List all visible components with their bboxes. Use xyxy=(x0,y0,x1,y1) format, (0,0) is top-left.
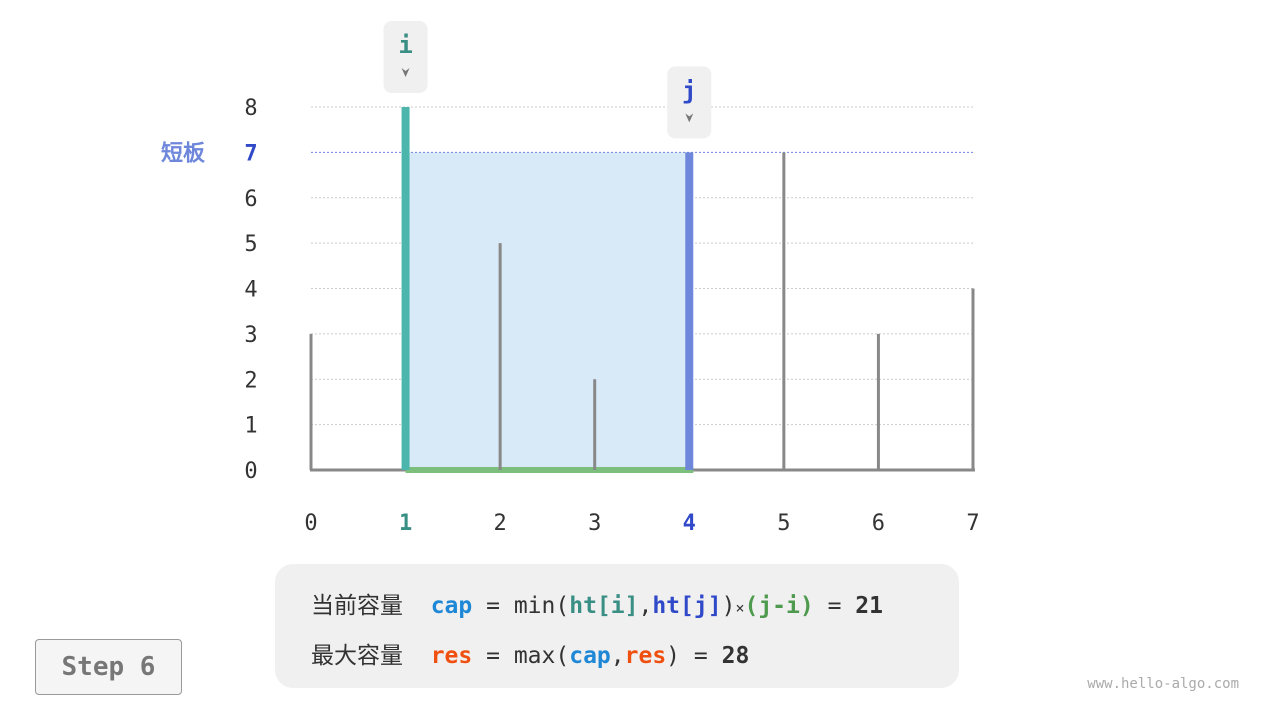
watermark: www.hello-algo.com xyxy=(1087,676,1239,692)
pointer-i-box xyxy=(383,21,428,93)
y-tick-label: 3 xyxy=(244,323,257,348)
y-tick-label: 2 xyxy=(244,368,257,393)
water-area xyxy=(405,152,690,470)
eq: = xyxy=(693,643,708,669)
step-button[interactable]: Step 6 xyxy=(35,639,182,695)
eq: = xyxy=(486,643,500,669)
x-tick-label: 3 xyxy=(588,511,601,536)
eq: = xyxy=(486,593,500,619)
arrow-down-icon xyxy=(401,68,410,77)
res-var: res xyxy=(430,643,473,669)
ht-j: ht[j] xyxy=(652,593,722,619)
pointer-j-label: j xyxy=(682,76,696,104)
y-tick-label: 5 xyxy=(244,232,257,257)
res-label: 最大容量 xyxy=(311,643,403,669)
min-fn: min( xyxy=(513,593,570,619)
arrow-down-icon xyxy=(685,113,694,123)
y-tick-label: 7 xyxy=(244,141,257,166)
formula-res: 最大容量 res = max(cap,res) = 28 xyxy=(311,636,749,670)
x-tick-label: 1 xyxy=(399,511,412,536)
comma: , xyxy=(638,593,653,619)
max-fn: max( xyxy=(513,643,570,669)
x-tick-label: 7 xyxy=(966,511,979,536)
j-minus-i: (j-i) xyxy=(744,593,814,619)
close-paren: ) xyxy=(666,643,681,669)
cap-label: 当前容量 xyxy=(311,593,403,619)
comma: , xyxy=(610,643,625,669)
eq: = xyxy=(827,593,842,619)
res-result: 28 xyxy=(721,643,750,669)
ht-i: ht[i] xyxy=(569,593,639,619)
res-arg: res xyxy=(624,643,667,669)
cap-var: cap xyxy=(430,593,473,619)
close-paren: ) xyxy=(721,593,736,619)
x-tick-label: 4 xyxy=(683,511,696,536)
cap-result: 21 xyxy=(855,593,883,619)
times: × xyxy=(735,599,745,617)
x-tick-label: 2 xyxy=(494,511,507,536)
container-diagram: 0 1 2 3 4 5 6 7 8 短板 0 1 2 3 4 5 6 7 i j xyxy=(161,21,980,536)
y-tick-label: 4 xyxy=(244,278,257,303)
y-tick-label: 0 xyxy=(244,459,257,484)
short-board-label: 短板 xyxy=(161,141,206,166)
x-tick-label: 0 xyxy=(304,511,317,536)
pointer-j-box xyxy=(667,66,712,139)
formula-panel: 当前容量 cap = min(ht[i],ht[j])×(j-i) = 21 最… xyxy=(275,564,959,688)
y-tick-label: 6 xyxy=(244,187,257,212)
cap-arg: cap xyxy=(569,643,611,669)
y-tick-label: 8 xyxy=(244,96,257,121)
pointer-i-label: i xyxy=(398,31,412,59)
y-tick-label: 1 xyxy=(244,414,257,439)
formula-cap: 当前容量 cap = min(ht[i],ht[j])×(j-i) = 21 xyxy=(311,586,883,620)
x-tick-label: 5 xyxy=(777,511,790,536)
x-tick-label: 6 xyxy=(872,511,885,536)
